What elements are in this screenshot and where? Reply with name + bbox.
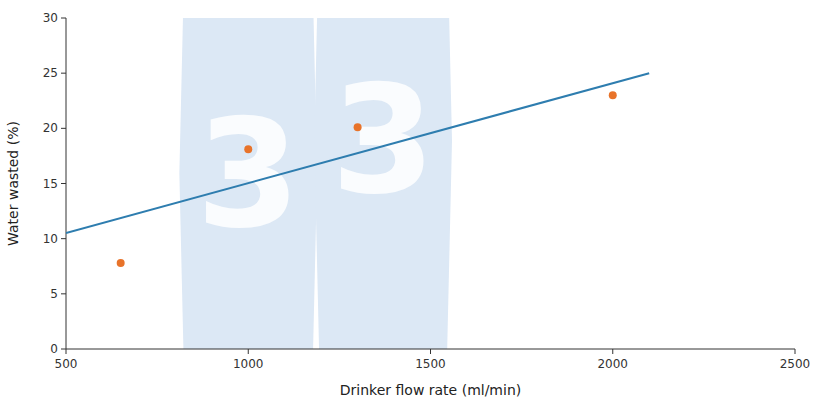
y-tick [61,128,66,129]
watermarks [179,18,452,349]
marks [66,73,649,267]
x-tick-label: 1500 [415,357,446,371]
scatter-point [609,91,617,99]
y-tick [61,238,66,239]
y-tick-label: 5 [50,287,58,301]
scatter-point [354,123,362,131]
y-tick [61,293,66,294]
x-tick [795,349,796,354]
y-tick-label: 30 [43,11,58,25]
x-tick-label: 500 [55,357,78,371]
y-tick-label: 10 [43,232,58,246]
watermark-diamond [314,18,452,349]
watermark-text: 3 [331,53,435,227]
x-tick [248,349,249,354]
y-tick-label: 25 [43,66,58,80]
scatter-point [244,145,252,153]
axes: 500 1000 1500 2000 2500 0 5 10 15 20 25 30 [43,11,811,371]
y-tick [61,183,66,184]
x-tick [612,349,613,354]
y-axis-label: Water wasted (%) [5,121,21,246]
x-tick [66,349,67,354]
x-tick-label: 2500 [780,357,811,371]
x-tick-label: 1000 [233,357,264,371]
x-tick-label: 2000 [597,357,628,371]
x-axis-label: Drinker flow rate (ml/min) [340,382,521,398]
scatter-point [117,259,125,267]
regression-line [66,73,649,233]
y-tick [61,349,66,350]
y-tick-label: 20 [43,121,58,135]
chart: 335001000150020002500051015202530Drinker… [0,0,819,407]
y-tick [61,18,66,19]
y-tick-label: 0 [50,342,58,356]
x-tick [430,349,431,354]
y-tick-label: 15 [43,177,58,191]
y-tick [61,73,66,74]
